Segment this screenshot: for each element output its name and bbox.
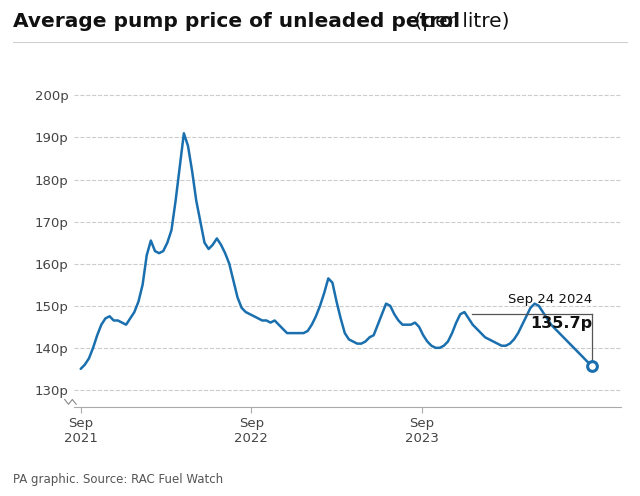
Text: Sep 24 2024: Sep 24 2024 — [508, 293, 593, 306]
Text: 135.7p: 135.7p — [531, 316, 593, 331]
Text: PA graphic. Source: RAC Fuel Watch: PA graphic. Source: RAC Fuel Watch — [13, 473, 223, 486]
Text: Average pump price of unleaded petrol: Average pump price of unleaded petrol — [13, 12, 460, 31]
Text: (per litre): (per litre) — [408, 12, 509, 31]
